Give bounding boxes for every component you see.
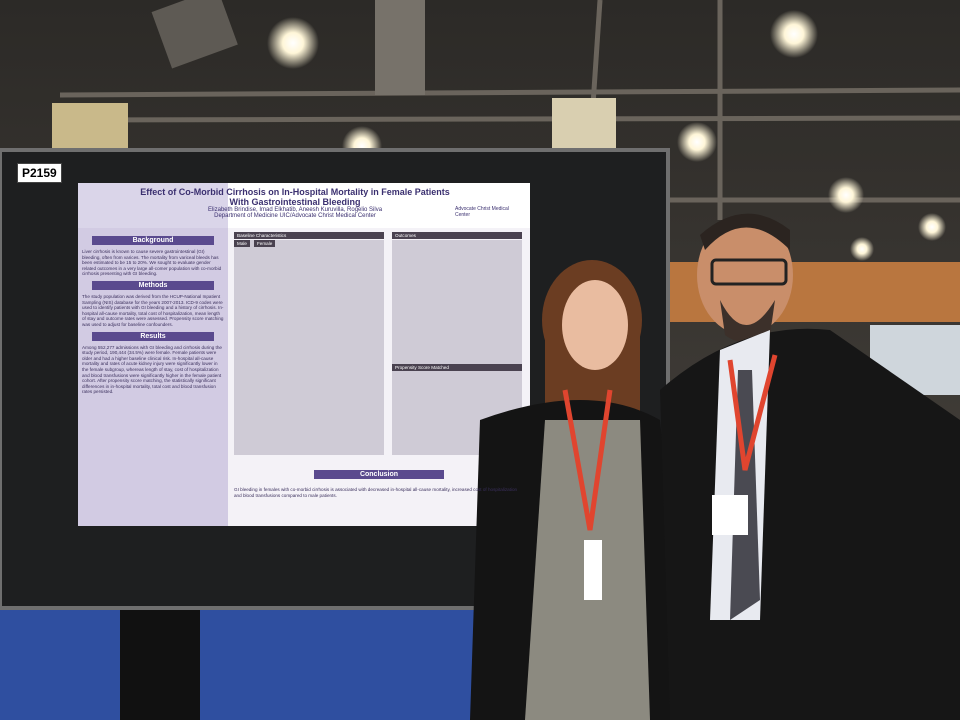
section-text: GI bleeding in females with co-morbid ci… xyxy=(234,487,518,498)
board-number: P2159 xyxy=(17,163,62,183)
poster-title: Effect of Co-Morbid Cirrhosis on In-Hosp… xyxy=(140,187,450,207)
table-heading: Propensity Score Matched xyxy=(392,364,522,371)
table-heading: Baseline Characteristics xyxy=(234,232,384,239)
table-heading: Outcomes xyxy=(392,232,522,239)
section-heading: Conclusion xyxy=(314,470,444,479)
table-left: Baseline Characteristics Male Female xyxy=(234,232,384,247)
poster-authors: Elizabeth Brindise, Imad Elkhatib, Anees… xyxy=(207,207,383,213)
section-text: The study population was derived from th… xyxy=(82,293,224,327)
conclusion: Conclusion GI bleeding in females with c… xyxy=(234,470,524,498)
section-text: Liver cirrhosis is known to cause severe… xyxy=(82,249,222,277)
table-heading: Male xyxy=(234,240,250,247)
table-heading: Female xyxy=(253,240,276,247)
poster-affiliation: Department of Medicine UIC/Advocate Chri… xyxy=(214,213,376,219)
section-text: Among 552,277 admissions with GI bleedin… xyxy=(82,344,222,395)
logo: Advocate Christ Medical Center xyxy=(455,206,509,218)
poster-header: Effect of Co-Morbid Cirrhosis on In-Hosp… xyxy=(130,187,460,219)
poster-left-column: Background Liver cirrhosis is known to ca… xyxy=(82,232,224,395)
table-right: Outcomes Propensity Score Matched xyxy=(392,232,522,371)
section-heading: Results xyxy=(92,331,214,341)
section-heading: Methods xyxy=(92,280,214,290)
section-heading: Background xyxy=(92,236,214,245)
